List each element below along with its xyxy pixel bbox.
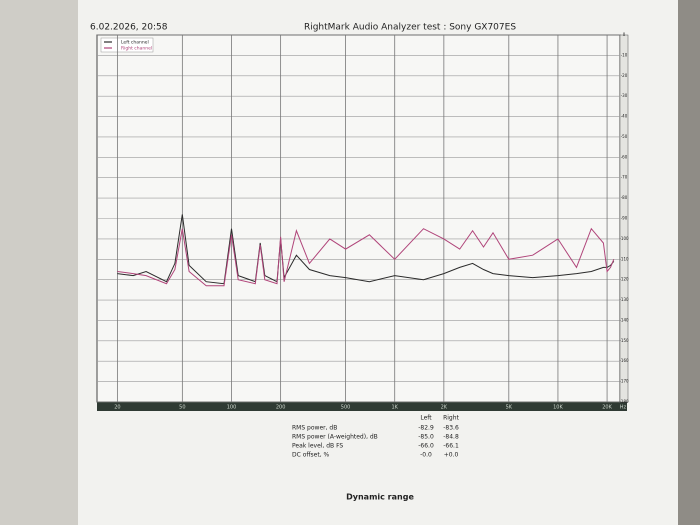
measurement-table: Left Right RMS power, dB -82.9 -83.6 RMS powe…: [292, 415, 460, 459]
x-tick-label: 500: [341, 405, 351, 411]
row-value: -0.0: [420, 452, 432, 459]
y-tick-label: -170: [619, 379, 629, 384]
y-tick-label: -130: [619, 297, 629, 302]
y-tick-label: -20: [621, 73, 628, 78]
series-line: [117, 227, 615, 287]
row-label: RMS power (A-weighted), dB: [292, 434, 378, 441]
x-tick-label: 1K: [391, 405, 398, 411]
row-value: -82.9: [418, 425, 434, 432]
x-tick-label: 20K: [602, 405, 612, 411]
page-title: RightMark Audio Analyzer test : Sony GX7…: [304, 23, 516, 33]
row-value: +0.0: [444, 452, 459, 459]
row-value: -83.6: [443, 425, 459, 432]
y-tick-label: -110: [619, 256, 629, 261]
x-tick-label: 20: [114, 405, 120, 411]
legend-label: Left channel: [121, 40, 149, 46]
under-sheet: [0, 0, 82, 525]
x-tick-label: 5K: [506, 405, 513, 411]
y-tick-label: -10: [621, 52, 628, 57]
y-tick-label: -150: [619, 338, 629, 343]
x-axis-bar: [97, 402, 627, 411]
caption: Dynamic range: [346, 493, 414, 502]
column-header: Left: [420, 415, 432, 422]
x-tick-label: 50: [179, 405, 185, 411]
row-value: -84.8: [443, 434, 459, 441]
timestamp: 6.02.2026, 20:58: [90, 23, 168, 33]
x-tick-label: 200: [276, 405, 286, 411]
series-line: [117, 214, 615, 285]
y-tick-label: -100: [619, 236, 629, 241]
y-tick-label: -180: [619, 399, 629, 404]
legend-label: Right channel: [121, 46, 152, 52]
column-header: Right: [443, 415, 459, 422]
x-unit: Hz: [620, 405, 627, 411]
row-value: -66.0: [418, 443, 434, 450]
x-tick-label: 2K: [441, 405, 448, 411]
y-tick-label: -60: [621, 154, 628, 159]
y-tick-label: -30: [621, 93, 628, 98]
y-tick-label: -70: [621, 175, 628, 180]
row-label: DC offset, %: [292, 452, 330, 459]
y-tick-label: 0: [623, 32, 626, 37]
y-tick-label: -160: [619, 358, 629, 363]
y-tick-label: -90: [621, 216, 628, 221]
row-label: RMS power, dB: [292, 425, 337, 432]
y-tick-label: -80: [621, 195, 628, 200]
x-tick-label: 10K: [553, 405, 563, 411]
row-label: Peak level, dB FS: [292, 443, 343, 450]
row-value: -66.1: [443, 443, 459, 450]
y-tick-label: -50: [621, 134, 628, 139]
x-tick-label: 100: [227, 405, 237, 411]
row-value: -85.0: [418, 434, 434, 441]
y-tick-label: -140: [619, 317, 629, 322]
y-tick-label: -120: [619, 277, 629, 282]
y-tick-label: -40: [621, 114, 628, 119]
legend-box: [100, 37, 154, 53]
